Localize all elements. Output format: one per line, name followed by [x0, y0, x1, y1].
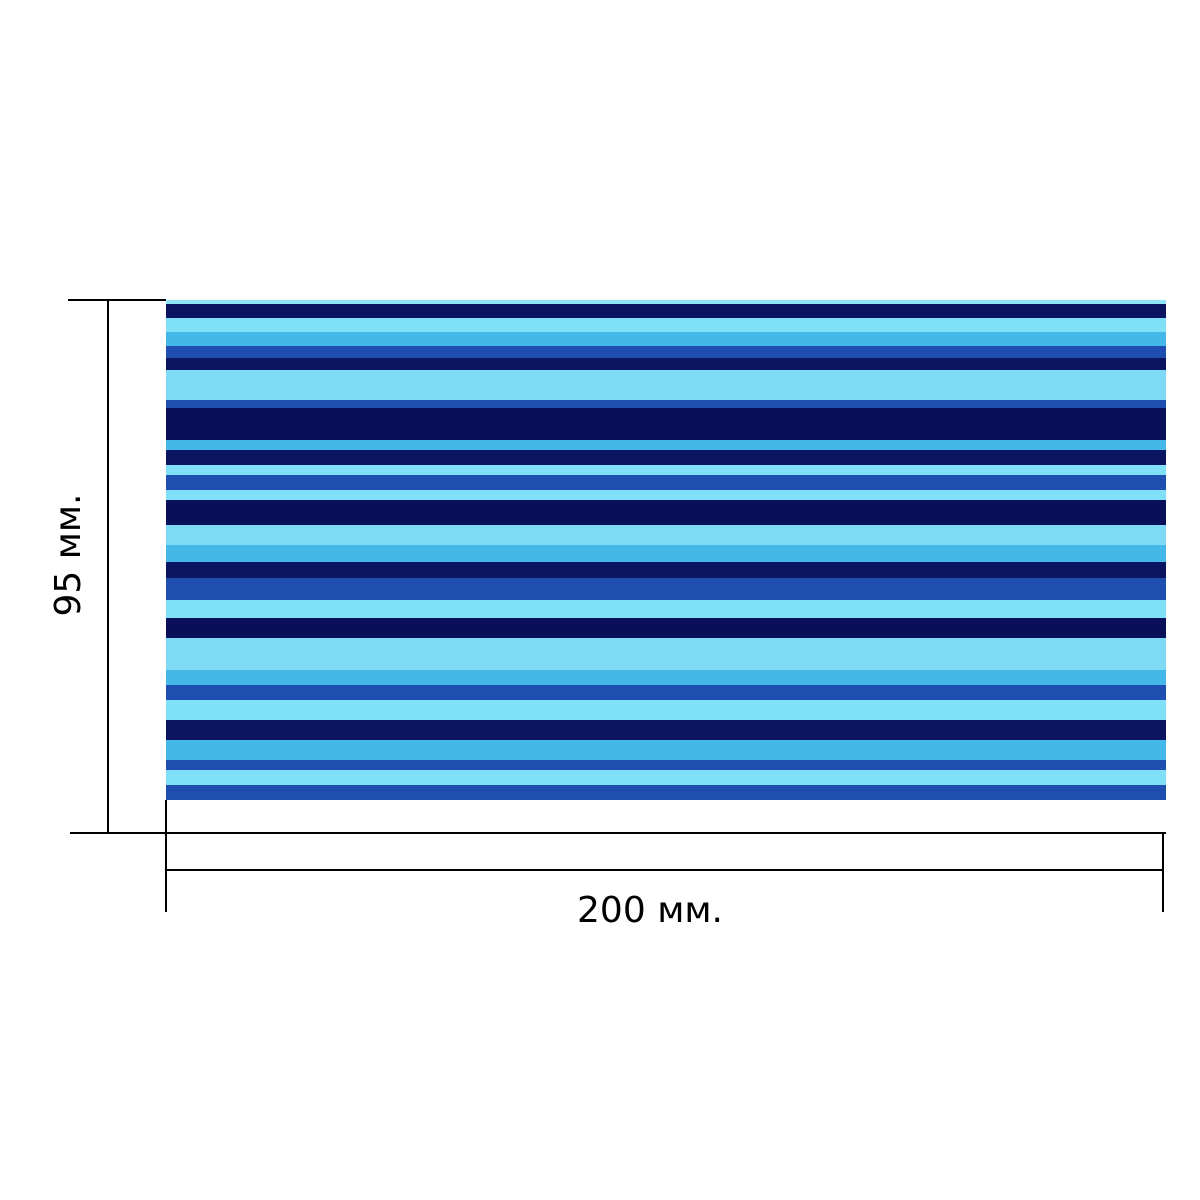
height-dimension: 95 мм. — [48, 299, 1166, 834]
width-label: 200 мм. — [577, 890, 723, 931]
product-image — [166, 300, 1166, 800]
width-dimension: 200 мм. — [165, 800, 1164, 931]
height-label: 95 мм. — [48, 493, 89, 616]
